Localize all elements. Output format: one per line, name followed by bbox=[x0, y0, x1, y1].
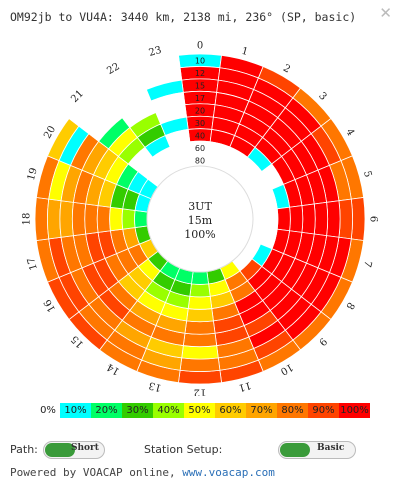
reliability-legend: 0% 10% 20% 30% 40% 50% 60% 70% 80% 90% 100% bbox=[36, 403, 370, 418]
heatmap-cell bbox=[289, 205, 304, 233]
footer-text: Powered by VOACAP online, bbox=[10, 466, 183, 479]
heatmap-cell bbox=[178, 369, 222, 385]
station-setup-toggle[interactable]: Basic bbox=[278, 441, 356, 459]
heatmap-cell bbox=[182, 332, 218, 348]
heatmap-cell bbox=[264, 208, 279, 230]
heatmap-cell bbox=[338, 198, 353, 240]
hour-label: 23 bbox=[148, 45, 163, 59]
setup-toggle-label: Basic bbox=[317, 443, 345, 453]
center-reliability: 100% bbox=[184, 228, 215, 241]
hour-label: 1 bbox=[240, 46, 249, 58]
heatmap-cell bbox=[96, 205, 111, 233]
legend-swatch: 70% bbox=[246, 403, 277, 418]
hour-label: 6 bbox=[368, 216, 379, 222]
path-toggle-label: Short bbox=[71, 443, 99, 453]
band-label: 60 bbox=[195, 144, 205, 153]
heatmap-cell bbox=[181, 345, 219, 360]
toggle-knob bbox=[280, 443, 310, 457]
heatmap-cell bbox=[252, 210, 266, 228]
band-label: 40 bbox=[195, 131, 205, 140]
heatmap-cell bbox=[301, 203, 316, 235]
legend-swatch: 40% bbox=[153, 403, 184, 418]
hour-label: 12 bbox=[194, 387, 207, 397]
hour-label: 9 bbox=[316, 335, 328, 347]
heatmap-cell bbox=[34, 197, 50, 241]
band-label: 12 bbox=[195, 69, 205, 78]
legend-swatch: 20% bbox=[91, 403, 122, 418]
heatmap-cell bbox=[121, 208, 136, 230]
center-circle bbox=[146, 165, 254, 273]
hour-label: 3 bbox=[316, 91, 328, 103]
hour-label: 8 bbox=[343, 300, 356, 311]
band-label: 30 bbox=[195, 119, 205, 128]
heatmap-cell bbox=[276, 206, 291, 232]
legend-swatch: 80% bbox=[277, 403, 308, 418]
heatmap-cell bbox=[109, 206, 124, 232]
legend-swatch: 100% bbox=[339, 403, 370, 418]
hour-label: 18 bbox=[22, 213, 33, 226]
heatmap-cell bbox=[84, 203, 99, 235]
band-label: 10 bbox=[195, 57, 205, 66]
center-band: 15m bbox=[188, 214, 213, 227]
legend-swatch: 50% bbox=[184, 403, 215, 418]
hour-label: 7 bbox=[361, 259, 373, 268]
hour-label: 17 bbox=[26, 256, 40, 271]
legend-swatch: 60% bbox=[215, 403, 246, 418]
heatmap-cell bbox=[179, 357, 221, 372]
heatmap-cell bbox=[189, 283, 211, 298]
heatmap-cell bbox=[134, 210, 148, 228]
band-label: 20 bbox=[195, 107, 205, 116]
path-toggle[interactable]: Short bbox=[43, 441, 105, 459]
legend-swatch: 30% bbox=[122, 403, 153, 418]
heatmap-cell bbox=[47, 198, 62, 240]
center-time: 3UT bbox=[188, 200, 212, 213]
band-label: 80 bbox=[195, 156, 205, 165]
hour-label: 5 bbox=[361, 170, 373, 179]
heatmap-cell bbox=[59, 200, 74, 238]
heatmap-cell bbox=[350, 197, 366, 241]
path-label: Path: bbox=[10, 443, 38, 456]
band-label: 15 bbox=[195, 82, 205, 91]
hour-label: 22 bbox=[105, 61, 122, 77]
toggle-knob bbox=[45, 443, 75, 457]
legend-swatch: 10% bbox=[60, 403, 91, 418]
heatmap-cell bbox=[186, 308, 214, 323]
hour-label: 2 bbox=[281, 63, 292, 76]
footer: Powered by VOACAP online, www.voacap.com bbox=[10, 466, 275, 479]
voacap-link[interactable]: www.voacap.com bbox=[182, 466, 275, 479]
heatmap-cell bbox=[187, 295, 213, 310]
heatmap-cell bbox=[184, 320, 216, 335]
station-setup-label: Station Setup: bbox=[144, 443, 223, 456]
window-title: OM92jb to VU4A: 3440 km, 2138 mi, 236° (… bbox=[10, 10, 357, 24]
legend-swatch: 90% bbox=[308, 403, 339, 418]
heatmap-cell bbox=[191, 271, 209, 285]
center-label: 3UT 15m 100% bbox=[184, 200, 215, 241]
heatmap-cell bbox=[313, 201, 329, 237]
hour-label: 0 bbox=[197, 41, 203, 52]
hour-label: 11 bbox=[237, 379, 252, 393]
band-label: 17 bbox=[195, 94, 205, 103]
legend-swatch: 0% bbox=[36, 403, 60, 418]
hour-label: 19 bbox=[26, 167, 40, 182]
heatmap-cell bbox=[326, 200, 341, 238]
close-icon[interactable]: ✕ bbox=[379, 4, 392, 22]
hour-label: 4 bbox=[343, 127, 356, 138]
hour-label: 13 bbox=[148, 379, 163, 393]
heatmap-cell bbox=[71, 201, 87, 237]
